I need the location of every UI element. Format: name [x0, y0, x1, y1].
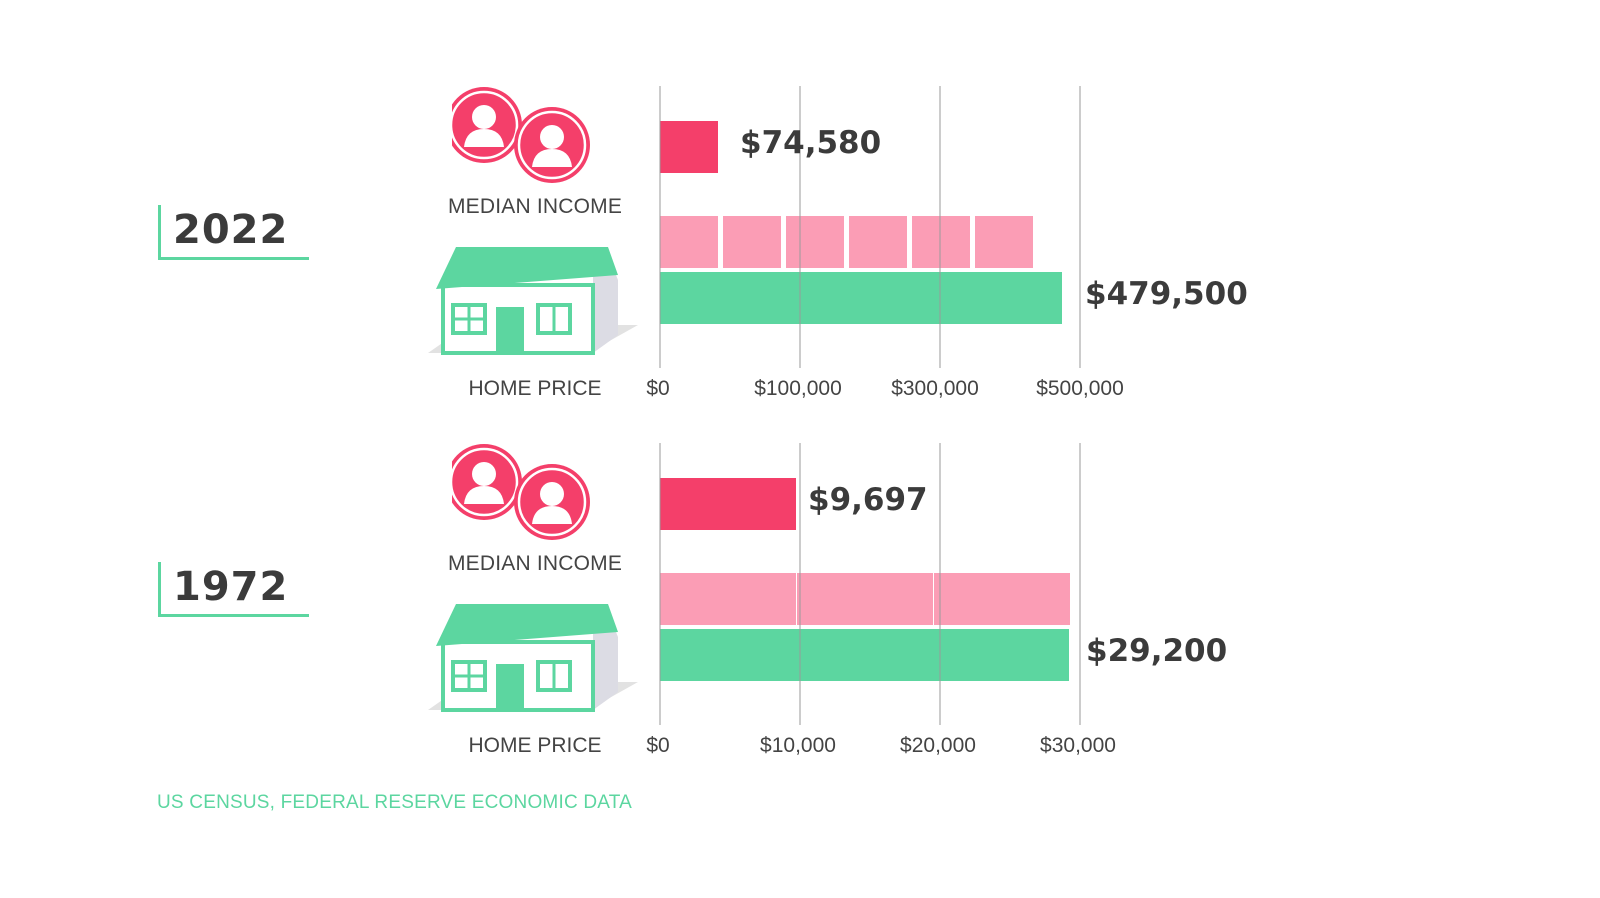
x-tick-label: $300,000: [891, 377, 979, 400]
person-coin-left-head: [472, 105, 496, 129]
median-income-label: MEDIAN INCOME: [447, 195, 623, 218]
house-roof: [436, 247, 618, 289]
income-multiple-segment: [849, 216, 907, 268]
house-door: [496, 307, 524, 353]
year-label: 2022: [173, 207, 289, 253]
income-multiple-segment: [786, 216, 844, 268]
home-price-bar: [660, 272, 1062, 324]
year-label: 1972: [173, 564, 289, 610]
income-bar: [660, 478, 796, 530]
x-tick-label: $20,000: [900, 734, 976, 757]
person-coin-right-rim: [517, 467, 587, 537]
people-coins-svg: [446, 444, 590, 540]
source-note: US CENSUS, FEDERAL RESERVE ECONOMIC DATA: [157, 792, 632, 813]
person-coin-left-head: [472, 462, 496, 486]
x-tick-label: $10,000: [760, 734, 836, 757]
house-icon: [428, 602, 663, 717]
home-price-label: HOME PRICE: [468, 377, 602, 400]
income-multiple-segment: [660, 216, 718, 268]
income-bar: [660, 121, 718, 173]
person-coin-right-head: [540, 125, 564, 149]
income-multiple-segment: [912, 216, 970, 268]
home-value-label: $29,200: [1086, 633, 1228, 669]
people-coins-icon: [446, 85, 612, 195]
home-price-label: HOME PRICE: [468, 734, 602, 757]
person-coin-left-body: [464, 129, 504, 147]
x-tick-label: $500,000: [1036, 377, 1124, 400]
income-multiple-segment: [660, 573, 796, 625]
bar-plot-svg: [659, 86, 1081, 368]
income-multiple-segment: [723, 216, 781, 268]
x-tick-label: $100,000: [754, 377, 842, 400]
x-tick-label: $0: [646, 734, 670, 757]
income-multiple-segment: [797, 573, 933, 625]
person-coin-right-body: [532, 149, 572, 167]
person-coin-right-head: [540, 482, 564, 506]
people-coins-svg: [446, 87, 590, 183]
person-coin-right-body: [532, 506, 572, 524]
x-tick-label: $30,000: [1040, 734, 1116, 757]
person-coin-left-body: [464, 486, 504, 504]
income-value-label: $9,697: [808, 482, 928, 518]
bar-plot: [659, 443, 1220, 733]
year-label-box: 1972: [158, 562, 309, 617]
chart-panel-2022: 2022 MEDIAN INCOME HOME PRICE $74,580 $4…: [0, 80, 1600, 440]
person-coin-right-rim: [517, 110, 587, 180]
median-income-label: MEDIAN INCOME: [447, 552, 623, 575]
income-value-label: $74,580: [740, 125, 882, 161]
house-roof: [436, 604, 618, 646]
x-tick-label: $0: [646, 377, 670, 400]
house-svg: [428, 604, 638, 712]
income-multiple-segment: [975, 216, 1033, 268]
bar-plot-svg: [659, 443, 1081, 725]
house-svg: [428, 247, 638, 355]
house-side: [593, 255, 618, 353]
chart-panel-1972: 1972 MEDIAN INCOME HOME PRICE $9,697 $29…: [0, 437, 1600, 797]
home-price-bar: [660, 629, 1069, 681]
people-coins-icon: [446, 442, 612, 552]
year-label-box: 2022: [158, 205, 309, 260]
income-multiple-segment: [934, 573, 1070, 625]
house-icon: [428, 245, 663, 360]
house-door: [496, 664, 524, 710]
house-side: [593, 612, 618, 710]
home-value-label: $479,500: [1085, 276, 1248, 312]
bar-plot: [659, 86, 1220, 376]
